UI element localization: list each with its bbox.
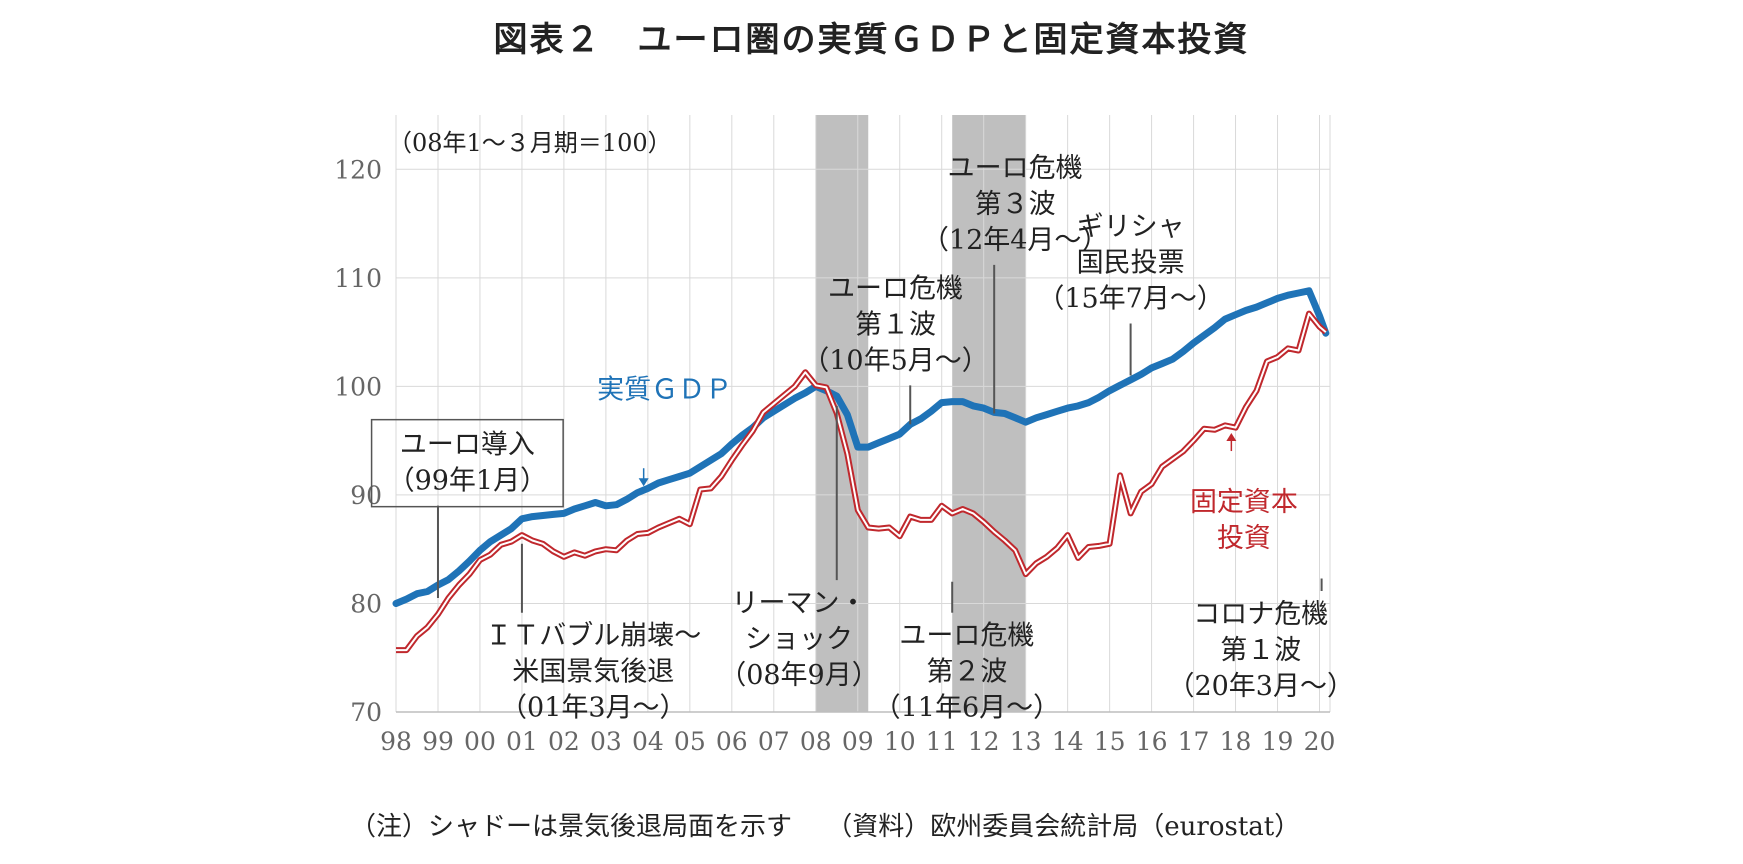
- annotation-text: ユーロ危機第３波 （12年4月～）: [922, 153, 1109, 256]
- x-tick-label: 09: [842, 727, 874, 756]
- x-tick-label: 20: [1304, 727, 1336, 756]
- annotation-text: ギリシャ国民投票 （15年7月～）: [1037, 211, 1224, 314]
- series-label-2: 固定資本投資: [1190, 433, 1298, 554]
- x-tick-label: 12: [968, 727, 1000, 756]
- annotation-1: ユーロ導入 （99年1月）: [370, 418, 564, 599]
- x-tick-label: 13: [1010, 727, 1042, 756]
- series-line-inner: [396, 312, 1327, 652]
- annotation-6: ユーロ危機第３波 （12年4月～）: [922, 153, 1109, 414]
- annotation-line: （10年5月～）: [802, 345, 989, 376]
- annotation-line: （15年7月～）: [1037, 283, 1224, 314]
- annotation-line: 米国景気後退: [512, 657, 674, 688]
- annotation-line: ユーロ危機: [899, 621, 1034, 652]
- annotation-line: 国民投票: [1077, 247, 1185, 278]
- x-tick-label: 99: [422, 727, 454, 756]
- y-tick-label: 80: [350, 589, 382, 618]
- x-tick-label: 11: [926, 727, 958, 756]
- series-label-text: 固定資本投資: [1190, 487, 1298, 554]
- annotation-4: ユーロ危機第２波 （11年6月～）: [874, 581, 1061, 724]
- x-tick-label: 06: [716, 727, 748, 756]
- annotation-2: ＩＴバブル崩壊～ 米国景気後退 （01年3月～）: [485, 543, 701, 724]
- source-note: （注）シャドーは景気後退局面を示す （資料）欧州委員会統計局（eurostat）: [350, 812, 1301, 842]
- x-tick-label: 98: [380, 727, 412, 756]
- x-tick-label: 04: [632, 727, 664, 756]
- annotation-text: コロナ危機第１波 （20年3月～）: [1167, 599, 1354, 702]
- x-tick-label: 16: [1136, 727, 1168, 756]
- series-label-line: 固定資本: [1190, 487, 1298, 518]
- series-label-line: 実質ＧＤＰ: [597, 374, 732, 405]
- annotation-line: （11年6月～）: [874, 693, 1061, 724]
- series-label-1: 実質ＧＤＰ: [597, 374, 732, 487]
- x-tick-label: 03: [590, 727, 622, 756]
- x-tick-label: 10: [884, 727, 916, 756]
- annotation-line: リーマン・: [731, 588, 866, 619]
- annotation-text: ＩＴバブル崩壊～ 米国景気後退 （01年3月～）: [485, 621, 701, 724]
- annotation-line: ユーロ導入: [400, 430, 535, 461]
- annotation-line: （99年1月）: [388, 466, 548, 497]
- annotation-line: 第１波: [855, 309, 936, 340]
- series-2: [396, 310, 1328, 654]
- annotation-line: ユーロ危機: [948, 153, 1083, 184]
- unit-label: （08年1～３月期＝100）: [388, 129, 672, 157]
- annotation-5: ユーロ危機第１波 （10年5月～）: [802, 273, 989, 425]
- series-label-line: 投資: [1217, 523, 1271, 554]
- series-line: [392, 287, 1330, 607]
- annotation-text: ユーロ危機第２波 （11年6月～）: [874, 621, 1061, 724]
- annotation-line: ギリシャ: [1077, 211, 1185, 242]
- x-tick-label: 00: [464, 727, 496, 756]
- annotation-line: 第２波: [926, 657, 1007, 688]
- annotation-text: ユーロ危機第１波 （10年5月～）: [802, 273, 989, 376]
- annotation-line: （20年3月～）: [1167, 671, 1354, 702]
- y-tick-label: 70: [350, 698, 382, 727]
- annotation-8: コロナ危機第１波 （20年3月～）: [1167, 578, 1354, 702]
- x-tick-label: 08: [800, 727, 832, 756]
- y-tick-label: 100: [334, 372, 382, 401]
- annotation-3: リーマン・ショック （08年9月）: [719, 405, 879, 691]
- x-tick-label: 19: [1262, 727, 1294, 756]
- series-1: [392, 287, 1330, 607]
- annotation-text: ユーロ導入 （99年1月）: [388, 430, 548, 497]
- x-tick-label: 07: [758, 727, 790, 756]
- annotation-line: ＩＴバブル崩壊～: [485, 621, 701, 652]
- x-tick-label: 05: [674, 727, 706, 756]
- x-tick-label: 15: [1094, 727, 1126, 756]
- series-label-arrowhead: [638, 478, 649, 487]
- annotation-box: [370, 418, 564, 508]
- annotation-line: （12年4月～）: [922, 225, 1109, 256]
- annotation-line: （08年9月）: [719, 660, 879, 691]
- page-title: 図表２ ユーロ圏の実質ＧＤＰと固定資本投資: [493, 20, 1250, 60]
- x-tick-label: 14: [1052, 727, 1084, 756]
- annotation-7: ギリシャ国民投票 （15年7月～）: [1037, 211, 1224, 376]
- y-tick-label: 110: [334, 264, 382, 293]
- recession-shade-1: [815, 115, 869, 712]
- annotation-line: ショック: [745, 624, 853, 655]
- annotation-text: リーマン・ショック （08年9月）: [719, 588, 879, 691]
- annotation-line: コロナ危機: [1193, 599, 1328, 630]
- y-tick-label: 90: [350, 481, 382, 510]
- annotation-line: （01年3月～）: [500, 693, 687, 724]
- annotation-line: 第３波: [975, 189, 1056, 220]
- series-label-text: 実質ＧＤＰ: [597, 374, 732, 405]
- series-label-arrowhead: [1226, 433, 1237, 442]
- x-tick-label: 01: [506, 727, 538, 756]
- annotation-line: 第１波: [1220, 635, 1301, 666]
- x-tick-label: 02: [548, 727, 580, 756]
- x-tick-label: 18: [1220, 727, 1252, 756]
- x-tick-label: 17: [1178, 727, 1210, 756]
- y-tick-label: 120: [334, 155, 382, 184]
- annotation-line: ユーロ危機: [828, 273, 963, 304]
